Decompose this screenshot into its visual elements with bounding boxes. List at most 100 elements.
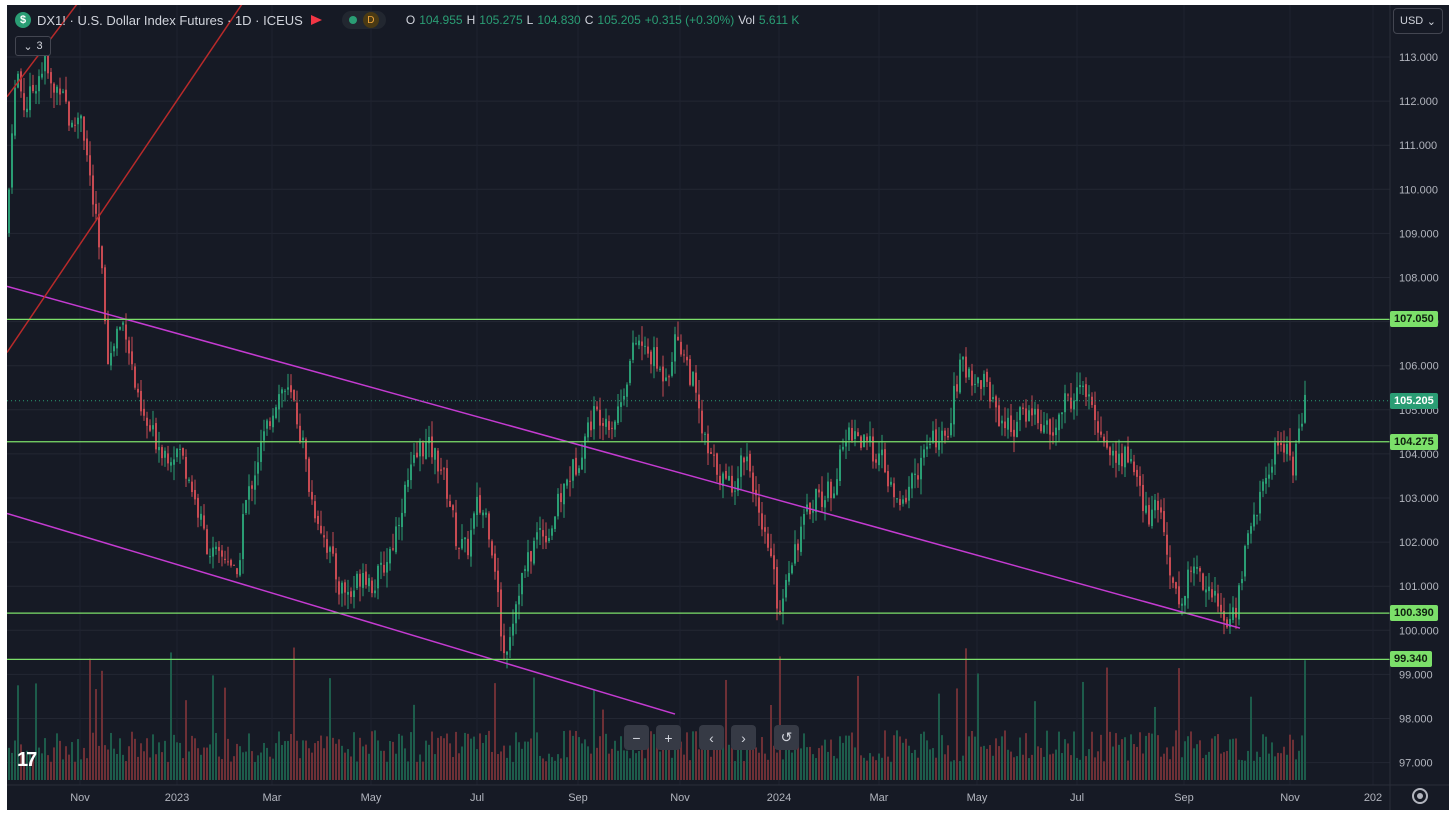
candle-body [1274, 442, 1276, 465]
volume-bar [398, 733, 400, 780]
volume-bar [20, 744, 22, 780]
volume-bar [671, 757, 673, 780]
volume-bar [515, 732, 517, 780]
volume-bar [1115, 733, 1117, 780]
volume-bar [1136, 746, 1138, 780]
volume-bar [527, 741, 529, 780]
candle-body [530, 551, 532, 562]
candle-body [833, 493, 835, 499]
candle-body [647, 346, 649, 354]
candle-body [1247, 533, 1249, 545]
volume-bar [623, 750, 625, 780]
price-chart[interactable]: 113.000 112.000 111.000 110.000 109.000 108.0… [7, 5, 1449, 810]
candle-body [485, 512, 487, 515]
volume-bar [98, 745, 100, 780]
candle-body [263, 431, 265, 441]
chart-frame[interactable]: 113.000 112.000 111.000 110.000 109.000 108.0… [7, 5, 1449, 810]
candle-body [437, 450, 439, 472]
candle-body [353, 590, 355, 598]
volume-bar [1019, 737, 1021, 780]
candle-body [920, 457, 922, 480]
currency-selector[interactable]: USD ⌄ [1393, 8, 1443, 34]
volume-bar [872, 756, 874, 780]
candle-body [1199, 568, 1201, 572]
candle-body [932, 430, 934, 443]
reset-chart-button[interactable]: ↺ [774, 725, 799, 750]
volume-bar [245, 751, 247, 780]
candle-body [20, 71, 22, 92]
volume-bar [1151, 733, 1153, 780]
volume-bar [608, 753, 610, 780]
volume-bar [998, 746, 1000, 780]
candle-body [314, 501, 316, 519]
flag-icon[interactable] [310, 15, 322, 25]
candle-body [836, 479, 838, 495]
volume-bar [1025, 733, 1027, 780]
candle-body [1250, 526, 1252, 534]
volume-bar [722, 744, 724, 780]
volume-bar [866, 760, 868, 780]
candle-body [755, 489, 757, 496]
volume-bar [914, 749, 916, 780]
zoom-in-button[interactable]: + [656, 725, 681, 750]
candle-body [83, 116, 85, 141]
volume-bar [47, 755, 49, 780]
volume-bar [500, 751, 502, 780]
volume-bar [1094, 757, 1096, 780]
scroll-left-button[interactable]: ‹ [699, 725, 724, 750]
candle-body [1064, 393, 1066, 413]
volume-bar [884, 730, 886, 780]
settings-icon[interactable] [1412, 788, 1428, 804]
volume-bar [605, 733, 607, 780]
volume-bar [461, 746, 463, 780]
volume-bar [620, 736, 622, 780]
candle-body [209, 556, 211, 558]
scroll-right-button[interactable]: › [731, 725, 756, 750]
volume-bar [1292, 739, 1294, 780]
volume-bar [8, 747, 10, 780]
volume-bar [1223, 752, 1225, 780]
volume-bar [1052, 753, 1054, 780]
candle-body [764, 527, 766, 532]
volume-bar [992, 755, 994, 780]
indicators-toggle[interactable]: ⌄ 3 [15, 36, 51, 56]
volume-bar [1157, 735, 1159, 780]
volume-bar [200, 754, 202, 780]
candle-body [275, 407, 277, 418]
candle-body [473, 513, 475, 529]
candle-body [278, 394, 280, 410]
volume-bar [617, 750, 619, 780]
volume-bar [821, 745, 823, 780]
volume-bar [518, 742, 520, 780]
volume-bar [1262, 734, 1264, 780]
volume-bar [269, 756, 271, 780]
candle-body [1166, 534, 1168, 555]
volume-bar [401, 735, 403, 780]
volume-bar [488, 730, 490, 780]
volume-bar [512, 761, 514, 780]
candle-body [1028, 410, 1030, 422]
volume-bar [1130, 734, 1132, 780]
tradingview-logo[interactable]: 17 [17, 749, 37, 771]
candle-body [1172, 577, 1174, 583]
volume-bar [503, 745, 505, 780]
volume-bar [347, 749, 349, 780]
market-status[interactable]: D [341, 11, 386, 29]
volume-bar [239, 746, 241, 780]
volume-bar [1226, 750, 1228, 780]
volume-bar [1247, 750, 1249, 780]
symbol-title[interactable]: DX1! · U.S. Dollar Index Futures · 1D · … [37, 12, 303, 28]
candle-body [101, 246, 103, 269]
volume-bar [191, 735, 193, 780]
volume-bar [416, 761, 418, 780]
volume-bar [1001, 736, 1003, 780]
candle-body [410, 464, 412, 481]
candle-body [455, 512, 457, 547]
zoom-out-button[interactable]: − [624, 725, 649, 750]
volume-bar [170, 652, 172, 780]
candle-body [284, 390, 286, 392]
candle-body [1283, 444, 1285, 453]
candle-body [35, 91, 37, 94]
candle-body [32, 84, 34, 92]
volume-bar [629, 758, 631, 780]
